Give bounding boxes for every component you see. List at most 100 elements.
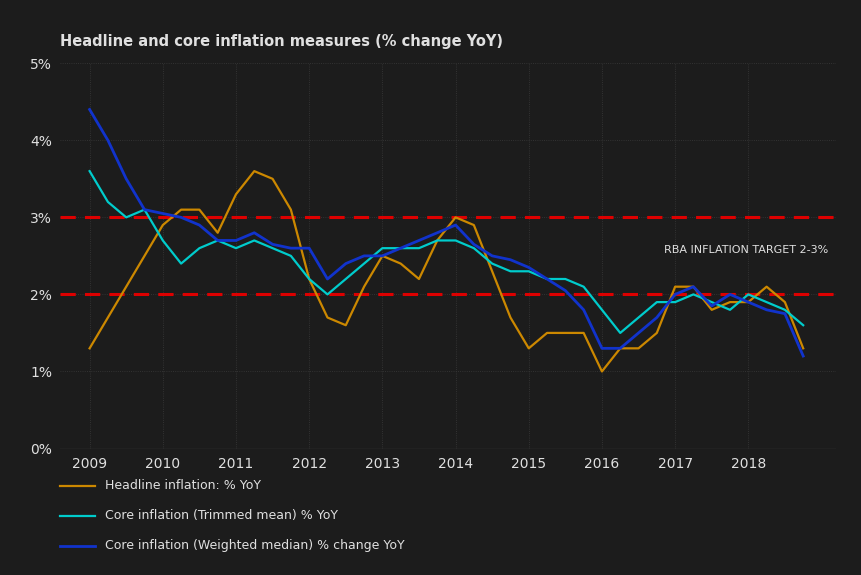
Headline inflation: % YoY: (2.01e+03, 2.3): % YoY: (2.01e+03, 2.3) xyxy=(486,268,497,275)
Text: Core inflation (Trimmed mean) % YoY: Core inflation (Trimmed mean) % YoY xyxy=(105,509,338,522)
Headline inflation: % YoY: (2.01e+03, 3.6): % YoY: (2.01e+03, 3.6) xyxy=(249,168,259,175)
Core inflation (Weighted median) % change YoY xyxy=(304,245,314,252)
Core inflation (Weighted median) % change YoY xyxy=(760,306,771,313)
Headline inflation: % YoY: (2.02e+03, 1): % YoY: (2.02e+03, 1) xyxy=(596,368,606,375)
Core inflation (Trimmed mean) % YoY xyxy=(596,306,606,313)
Core inflation (Trimmed mean) % YoY xyxy=(395,245,406,252)
Headline inflation: % YoY: (2.02e+03, 1.9): % YoY: (2.02e+03, 1.9) xyxy=(779,298,790,305)
Line: Core inflation (Trimmed mean) % YoY: Core inflation (Trimmed mean) % YoY xyxy=(90,171,802,333)
Core inflation (Weighted median) % change YoY xyxy=(176,214,186,221)
Core inflation (Weighted median) % change YoY xyxy=(505,256,515,263)
Headline inflation: % YoY: (2.01e+03, 2.2): % YoY: (2.01e+03, 2.2) xyxy=(413,275,424,282)
Headline inflation: % YoY: (2.01e+03, 2.4): % YoY: (2.01e+03, 2.4) xyxy=(395,260,406,267)
Text: Headline inflation: % YoY: Headline inflation: % YoY xyxy=(105,480,261,492)
Headline inflation: % YoY: (2.01e+03, 2.7): % YoY: (2.01e+03, 2.7) xyxy=(431,237,442,244)
Headline inflation: % YoY: (2.02e+03, 1.3): % YoY: (2.02e+03, 1.3) xyxy=(615,345,625,352)
Core inflation (Trimmed mean) % YoY xyxy=(304,275,314,282)
Core inflation (Trimmed mean) % YoY xyxy=(560,275,570,282)
Headline inflation: % YoY: (2.02e+03, 1.8): % YoY: (2.02e+03, 1.8) xyxy=(706,306,716,313)
Core inflation (Weighted median) % change YoY xyxy=(121,175,131,182)
Core inflation (Trimmed mean) % YoY xyxy=(231,245,241,252)
Core inflation (Weighted median) % change YoY xyxy=(84,106,95,113)
Core inflation (Trimmed mean) % YoY xyxy=(377,245,387,252)
Core inflation (Weighted median) % change YoY xyxy=(523,264,533,271)
Core inflation (Weighted median) % change YoY xyxy=(358,252,369,259)
Core inflation (Trimmed mean) % YoY xyxy=(633,314,643,321)
Core inflation (Trimmed mean) % YoY xyxy=(724,306,734,313)
Core inflation (Weighted median) % change YoY xyxy=(615,345,625,352)
Core inflation (Trimmed mean) % YoY xyxy=(322,291,332,298)
Headline inflation: % YoY: (2.01e+03, 1.7): % YoY: (2.01e+03, 1.7) xyxy=(322,314,332,321)
Core inflation (Trimmed mean) % YoY xyxy=(669,298,679,305)
Headline inflation: % YoY: (2.02e+03, 1.9): % YoY: (2.02e+03, 1.9) xyxy=(742,298,753,305)
Core inflation (Trimmed mean) % YoY xyxy=(249,237,259,244)
Text: Core inflation (Weighted median) % change YoY: Core inflation (Weighted median) % chang… xyxy=(105,539,405,552)
Core inflation (Weighted median) % change YoY xyxy=(231,237,241,244)
Core inflation (Trimmed mean) % YoY xyxy=(358,260,369,267)
Headline inflation: % YoY: (2.02e+03, 1.3): % YoY: (2.02e+03, 1.3) xyxy=(523,345,533,352)
Headline inflation: % YoY: (2.01e+03, 2.1): % YoY: (2.01e+03, 2.1) xyxy=(358,283,369,290)
Core inflation (Trimmed mean) % YoY xyxy=(760,298,771,305)
Headline inflation: % YoY: (2.02e+03, 2.1): % YoY: (2.02e+03, 2.1) xyxy=(760,283,771,290)
Core inflation (Trimmed mean) % YoY xyxy=(615,329,625,336)
Headline inflation: % YoY: (2.01e+03, 2.8): % YoY: (2.01e+03, 2.8) xyxy=(213,229,223,236)
Core inflation (Weighted median) % change YoY xyxy=(194,221,204,228)
Core inflation (Weighted median) % change YoY xyxy=(706,302,716,309)
Headline inflation: % YoY: (2.01e+03, 3.1): % YoY: (2.01e+03, 3.1) xyxy=(194,206,204,213)
Core inflation (Trimmed mean) % YoY xyxy=(468,245,479,252)
Core inflation (Trimmed mean) % YoY xyxy=(706,298,716,305)
Core inflation (Weighted median) % change YoY xyxy=(158,210,168,217)
Core inflation (Weighted median) % change YoY xyxy=(395,245,406,252)
Core inflation (Trimmed mean) % YoY xyxy=(505,268,515,275)
Core inflation (Trimmed mean) % YoY xyxy=(578,283,588,290)
Core inflation (Weighted median) % change YoY xyxy=(102,137,113,144)
Core inflation (Trimmed mean) % YoY xyxy=(542,275,552,282)
Core inflation (Trimmed mean) % YoY xyxy=(176,260,186,267)
Headline inflation: % YoY: (2.02e+03, 1.5): % YoY: (2.02e+03, 1.5) xyxy=(560,329,570,336)
Core inflation (Trimmed mean) % YoY xyxy=(102,198,113,205)
Core inflation (Weighted median) % change YoY xyxy=(267,241,277,248)
Core inflation (Weighted median) % change YoY xyxy=(742,298,753,305)
Core inflation (Trimmed mean) % YoY xyxy=(742,291,753,298)
Headline inflation: % YoY: (2.01e+03, 2.2): % YoY: (2.01e+03, 2.2) xyxy=(304,275,314,282)
Core inflation (Trimmed mean) % YoY xyxy=(431,237,442,244)
Headline inflation: % YoY: (2.01e+03, 3.1): % YoY: (2.01e+03, 3.1) xyxy=(176,206,186,213)
Headline inflation: % YoY: (2.02e+03, 1.5): % YoY: (2.02e+03, 1.5) xyxy=(651,329,661,336)
Core inflation (Trimmed mean) % YoY xyxy=(213,237,223,244)
Core inflation (Weighted median) % change YoY xyxy=(322,275,332,282)
Core inflation (Weighted median) % change YoY xyxy=(413,237,424,244)
Core inflation (Weighted median) % change YoY xyxy=(468,241,479,248)
Core inflation (Trimmed mean) % YoY xyxy=(340,275,350,282)
Headline inflation: % YoY: (2.01e+03, 3): % YoY: (2.01e+03, 3) xyxy=(449,214,460,221)
Core inflation (Weighted median) % change YoY xyxy=(669,291,679,298)
Headline inflation: % YoY: (2.01e+03, 1.3): % YoY: (2.01e+03, 1.3) xyxy=(84,345,95,352)
Core inflation (Trimmed mean) % YoY xyxy=(285,252,295,259)
Headline inflation: % YoY: (2.01e+03, 2.1): % YoY: (2.01e+03, 2.1) xyxy=(121,283,131,290)
Core inflation (Weighted median) % change YoY xyxy=(139,206,150,213)
Line: Headline inflation: % YoY: Headline inflation: % YoY xyxy=(90,171,802,371)
Core inflation (Trimmed mean) % YoY xyxy=(139,206,150,213)
Core inflation (Weighted median) % change YoY xyxy=(651,314,661,321)
Headline inflation: % YoY: (2.02e+03, 1.9): % YoY: (2.02e+03, 1.9) xyxy=(724,298,734,305)
Core inflation (Weighted median) % change YoY xyxy=(377,252,387,259)
Core inflation (Trimmed mean) % YoY xyxy=(486,260,497,267)
Headline inflation: % YoY: (2.02e+03, 2.1): % YoY: (2.02e+03, 2.1) xyxy=(687,283,697,290)
Core inflation (Weighted median) % change YoY xyxy=(213,237,223,244)
Core inflation (Weighted median) % change YoY xyxy=(449,221,460,228)
Core inflation (Trimmed mean) % YoY xyxy=(413,245,424,252)
Core inflation (Weighted median) % change YoY xyxy=(578,306,588,313)
Core inflation (Trimmed mean) % YoY xyxy=(779,306,790,313)
Core inflation (Trimmed mean) % YoY xyxy=(267,245,277,252)
Core inflation (Trimmed mean) % YoY xyxy=(194,245,204,252)
Headline inflation: % YoY: (2.01e+03, 1.7): % YoY: (2.01e+03, 1.7) xyxy=(505,314,515,321)
Core inflation (Weighted median) % change YoY xyxy=(560,287,570,294)
Headline inflation: % YoY: (2.02e+03, 1.5): % YoY: (2.02e+03, 1.5) xyxy=(542,329,552,336)
Core inflation (Weighted median) % change YoY xyxy=(486,252,497,259)
Headline inflation: % YoY: (2.02e+03, 2.1): % YoY: (2.02e+03, 2.1) xyxy=(669,283,679,290)
Headline inflation: % YoY: (2.01e+03, 2.9): % YoY: (2.01e+03, 2.9) xyxy=(158,221,168,228)
Core inflation (Weighted median) % change YoY xyxy=(285,245,295,252)
Headline inflation: % YoY: (2.01e+03, 1.6): % YoY: (2.01e+03, 1.6) xyxy=(340,322,350,329)
Core inflation (Weighted median) % change YoY xyxy=(687,283,697,290)
Core inflation (Weighted median) % change YoY xyxy=(340,260,350,267)
Core inflation (Weighted median) % change YoY xyxy=(249,229,259,236)
